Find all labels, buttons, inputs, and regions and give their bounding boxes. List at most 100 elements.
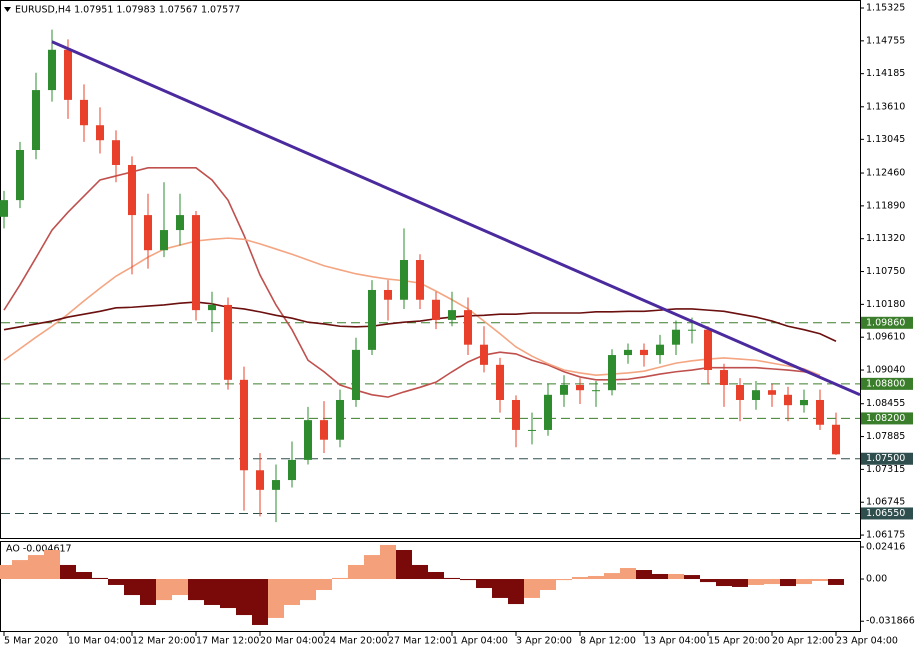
ao-bar (204, 579, 220, 605)
x-tick-label: 24 Mar 20:00 (324, 636, 387, 647)
y-tick-label: 1.07885 (866, 431, 905, 442)
y-tick-label: 1.10750 (866, 266, 905, 277)
indicator-y-tick-label: 0.00 (866, 574, 887, 585)
ao-bar (700, 579, 716, 583)
ao-bar (108, 579, 124, 585)
candle-body (576, 385, 584, 391)
candle-body (384, 289, 392, 300)
candle-body (144, 215, 152, 251)
ao-bar (364, 555, 380, 580)
indicator-y-tick-label: -0.031866 (866, 616, 915, 627)
ao-bar (828, 579, 844, 585)
level-box (861, 412, 913, 425)
ao-bar (476, 579, 492, 589)
indicator-title: AO -0.004617 (6, 544, 72, 555)
ao-bar (0, 564, 12, 580)
ao-bar (332, 577, 348, 580)
level-label: 1.06550 (866, 508, 905, 519)
candle-body (800, 399, 808, 406)
ao-bar (92, 577, 108, 580)
candle-body (464, 310, 472, 345)
main-panel (0, 0, 861, 539)
ao-bar (124, 579, 140, 596)
candle-body (176, 215, 184, 231)
candle-body (544, 394, 552, 430)
ao-bar (620, 568, 636, 580)
candle-body (496, 364, 504, 400)
candle-body (704, 329, 712, 371)
candle-body (192, 215, 200, 311)
candle-body (288, 459, 296, 481)
x-tick-label: 23 Apr 04:00 (836, 636, 898, 647)
ao-bar (764, 579, 780, 585)
ao-bar (636, 570, 652, 580)
candle-body (64, 49, 72, 100)
x-tick-label: 20 Mar 04:00 (260, 636, 323, 647)
ao-bar (348, 564, 364, 580)
x-tick-label: 13 Apr 04:00 (644, 636, 706, 647)
candle-body (624, 349, 632, 356)
candle-body (480, 344, 488, 365)
menu-arrow[interactable] (4, 7, 11, 12)
ao-bar (604, 573, 620, 580)
candle-body (768, 390, 776, 395)
moving-average (3, 301, 837, 342)
y-tick-label: 1.15325 (866, 3, 905, 14)
ao-bar (796, 579, 812, 585)
x-tick-label: 10 Mar 04:00 (68, 636, 131, 647)
candle-body (752, 390, 760, 400)
ao-bar (652, 573, 668, 580)
ao-bar (236, 579, 252, 616)
ao-bar (460, 579, 476, 581)
candle-body (608, 355, 616, 391)
ao-bar (172, 579, 188, 596)
candle-body (320, 420, 328, 440)
ao-bar (508, 579, 524, 605)
candle-body (256, 470, 264, 490)
candle-body (448, 310, 456, 320)
candle-body (640, 349, 648, 356)
candle-body (112, 140, 120, 165)
candle-body (224, 304, 232, 380)
level-label: 1.07500 (866, 453, 905, 464)
level-box (861, 316, 913, 329)
level-box (861, 377, 913, 390)
level-label: 1.08200 (866, 413, 905, 424)
candle-body (512, 399, 520, 430)
x-tick-label: 27 Mar 12:00 (388, 636, 451, 647)
x-tick-label: 20 Apr 12:00 (772, 636, 834, 647)
y-tick-label: 1.08455 (866, 398, 905, 409)
candle-body (80, 99, 88, 126)
x-tick-label: 5 Mar 2020 (4, 636, 58, 647)
ao-bar (300, 579, 316, 601)
ao-bar (284, 579, 300, 605)
ao-bar (412, 564, 428, 580)
trendline (51, 40, 861, 397)
ao-bar (748, 579, 764, 585)
level-box (861, 507, 913, 520)
y-tick-label: 1.09040 (866, 365, 905, 376)
y-tick-label: 1.14755 (866, 35, 905, 46)
candle-body (832, 424, 840, 455)
y-tick-label: 1.11890 (866, 200, 905, 211)
y-tick-label: 1.06745 (866, 497, 905, 508)
ao-bar (812, 579, 828, 582)
candle-body (816, 399, 824, 425)
level-label: 1.09860 (866, 317, 905, 328)
candle-body (656, 344, 664, 356)
candle-body (368, 289, 376, 350)
x-tick-label: 17 Mar 12:00 (196, 636, 259, 647)
ao-bar (380, 544, 396, 580)
ao-bar (188, 579, 204, 601)
moving-average (3, 237, 821, 377)
y-tick-label: 1.06175 (866, 530, 905, 541)
candle-body (336, 399, 344, 440)
candle-body (416, 260, 424, 300)
ao-bar (140, 579, 156, 605)
y-tick-label: 1.14185 (866, 68, 905, 79)
ao-bar (76, 571, 92, 580)
ao-bar (732, 579, 748, 587)
candle-body (400, 260, 408, 300)
ao-bar (492, 579, 508, 598)
